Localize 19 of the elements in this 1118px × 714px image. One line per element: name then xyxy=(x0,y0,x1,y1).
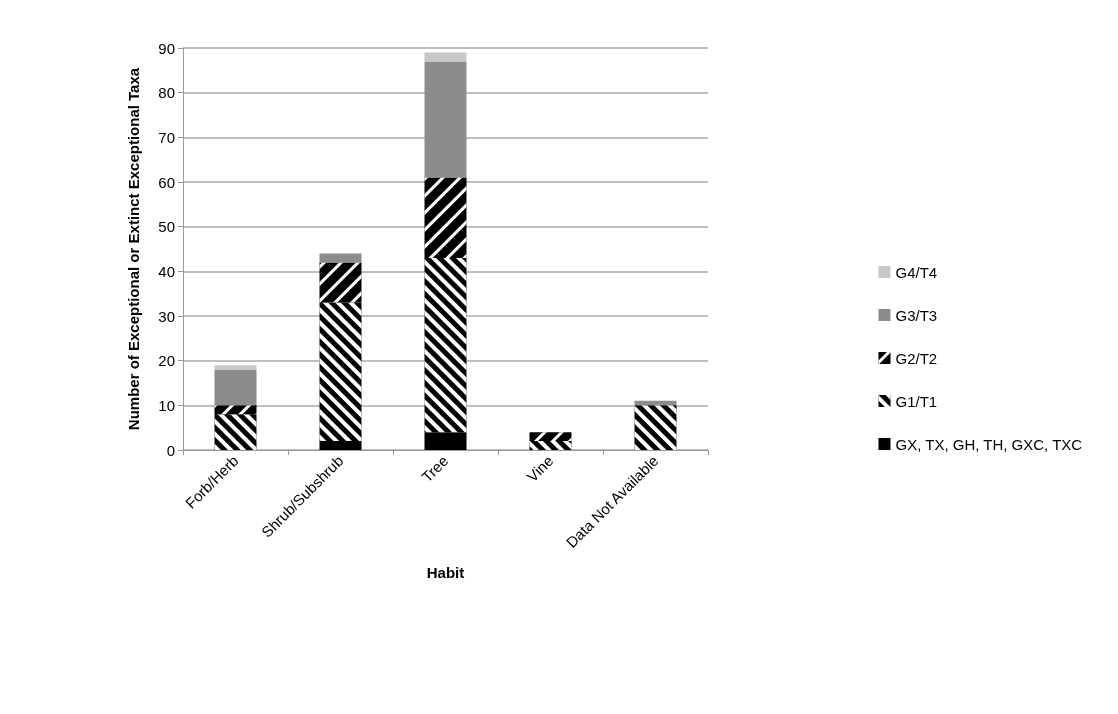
y-tick-label: 20 xyxy=(158,352,175,370)
y-tick-label: 10 xyxy=(158,396,175,414)
x-tick-label: Tree xyxy=(418,451,452,486)
y-tick-label: 70 xyxy=(158,128,175,146)
y-axis-title: Number of Exceptional or Extinct Exceptional Taxa xyxy=(124,67,142,431)
x-tick-label: Vine xyxy=(523,451,557,486)
y-tick-label: 30 xyxy=(158,307,175,325)
legend-label: G4/T4 xyxy=(895,263,938,281)
legend-label: G1/T1 xyxy=(895,392,938,410)
legend-label: G2/T2 xyxy=(895,349,938,367)
x-axis-title: Habit xyxy=(426,564,465,581)
legend-label: G3/T3 xyxy=(895,306,938,324)
y-tick-label: 0 xyxy=(166,441,175,459)
legend-label: GX, TX, GH, TH, GXC, TXC xyxy=(895,435,1083,453)
y-tick-label: 50 xyxy=(158,218,175,236)
y-tick-label: 90 xyxy=(158,39,175,57)
y-tick-label: 40 xyxy=(158,262,175,280)
y-tick-label: 60 xyxy=(158,173,175,191)
y-tick-label: 80 xyxy=(158,84,175,102)
